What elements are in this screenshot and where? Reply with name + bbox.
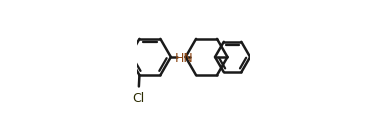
Text: Cl: Cl bbox=[132, 91, 144, 104]
Text: HN: HN bbox=[175, 51, 193, 64]
